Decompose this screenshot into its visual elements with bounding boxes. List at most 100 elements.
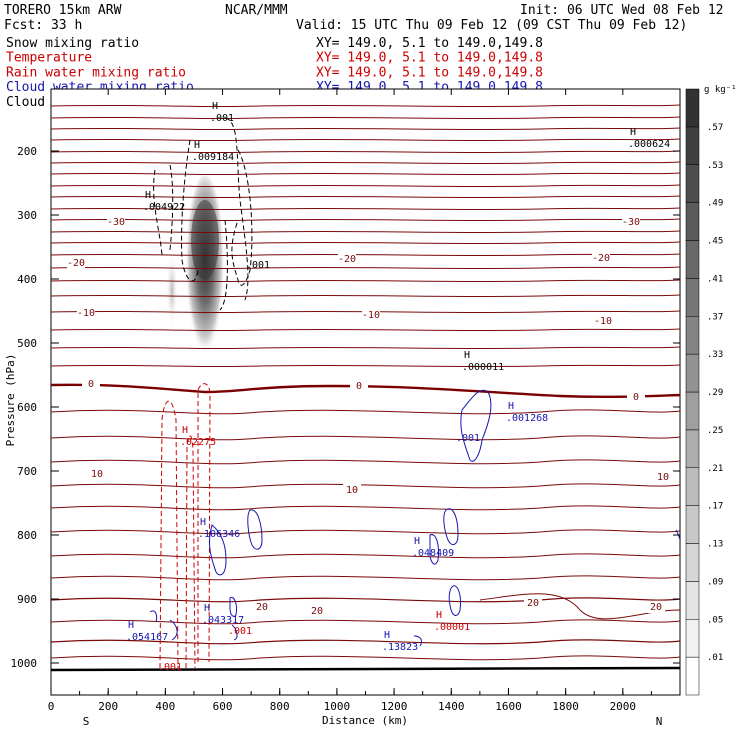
colorbar-units: g kg⁻¹	[704, 85, 737, 95]
cloud-ice-contour	[153, 169, 163, 256]
isotherm-line	[51, 409, 680, 415]
extremum-value: .043317	[202, 615, 244, 626]
temp-label: 20	[527, 598, 539, 609]
extremum-value: .054167	[126, 632, 168, 643]
isotherm-line	[51, 150, 680, 154]
x-tick-label: 400	[155, 700, 175, 713]
isotherm-line	[51, 483, 680, 489]
y-tick-label: 400	[17, 273, 37, 286]
isotherm-line	[51, 364, 680, 368]
isotherm-line	[51, 230, 680, 234]
rain-contour	[159, 400, 179, 669]
field-legend-name: Rain water mixing ratio	[6, 65, 186, 80]
temp-label-bg	[107, 216, 125, 228]
cloud-ice-contour	[181, 139, 199, 282]
init-time: Init: 06 UTC Wed 08 Feb 12	[520, 3, 724, 18]
temp-label-bg	[88, 468, 106, 480]
colorbar-swatch	[685, 581, 700, 620]
extremum-marker: H	[464, 350, 470, 361]
x-tick-label: 200	[98, 700, 118, 713]
temp-label-bg	[524, 597, 542, 609]
isotherm-line	[51, 639, 680, 645]
temp-label-bg	[308, 605, 326, 617]
colorbar-swatch	[685, 353, 700, 393]
colorbar-label: .45	[707, 237, 723, 247]
cloud-ice-contour	[219, 219, 228, 311]
temp-label-bg	[343, 484, 361, 496]
extremum-value: .048409	[412, 548, 454, 559]
colorbar-swatch	[685, 240, 700, 279]
extremum-marker: H	[194, 140, 200, 151]
rain-contour	[185, 435, 196, 669]
temp-label-bg	[77, 307, 95, 319]
cloud-water-contour	[675, 529, 680, 570]
temp-label-bg	[67, 257, 85, 269]
colorbar-swatch	[685, 164, 700, 203]
temp-label-bg	[654, 471, 672, 483]
isotherm-line	[51, 294, 680, 298]
colorbar-label: .01	[707, 653, 723, 663]
temp-label: -10	[77, 308, 95, 319]
header: TORERO 15km ARW NCAR/MMM Init: 06 UTC We…	[4, 3, 724, 33]
extremum-marker: H	[145, 190, 151, 201]
isotherm-line	[51, 127, 680, 131]
cloud-water-contour	[209, 524, 227, 576]
isotherm-line	[51, 328, 680, 332]
colorbar-label: .21	[707, 464, 723, 474]
x-axis: 0 200 400 600 800 1000 1200 1400 1600 1800 2000	[48, 89, 652, 713]
colorbar-swatch	[685, 619, 700, 658]
cloud-water-contour	[413, 635, 423, 647]
field-legend-xy: XY= 149.0, 5.1 to 149.0,149.8	[316, 51, 543, 66]
cloud-water-contours	[149, 389, 680, 647]
isotherm-line	[51, 279, 680, 283]
isotherm-line	[51, 553, 680, 559]
isotherm-line	[51, 161, 680, 165]
cloud-water-contour	[448, 585, 461, 616]
temp-label: -20	[67, 258, 85, 269]
y-tick-label: 600	[17, 401, 37, 414]
x-end-left: S	[83, 715, 90, 728]
x-tick-label: 1200	[381, 700, 408, 713]
y-tick-label: 700	[17, 465, 37, 478]
x-tick-label: 800	[270, 700, 290, 713]
y-tick-label: 300	[17, 209, 37, 222]
extremum-marker: H	[630, 127, 636, 138]
extremum-marker: H	[200, 517, 206, 528]
forecast-hour: Fcst: 33 h	[4, 18, 82, 33]
temp-label: -10	[594, 316, 612, 327]
isotherm-line	[51, 597, 680, 603]
field-legend-name: Snow mixing ratio	[6, 36, 139, 51]
extremum-marker: H	[414, 536, 420, 547]
temperature-isotherms	[51, 104, 680, 661]
extremum-value: .000624	[628, 139, 670, 150]
temp-label-bg	[594, 315, 612, 327]
colorbar-label: .25	[707, 426, 723, 436]
colorbar-swatch	[685, 278, 700, 317]
model-title: TORERO 15km ARW	[4, 3, 122, 18]
zero-isotherm	[51, 383, 680, 399]
x-tick-label: 1000	[324, 700, 351, 713]
x-tick-label: 1800	[552, 700, 579, 713]
field-legend-xy: XY= 149.0, 5.1 to 149.0,149.8	[316, 36, 543, 51]
colorbar-label: .33	[707, 350, 723, 360]
isotherm-line	[51, 195, 680, 199]
isotherm-line	[51, 116, 680, 120]
snow-shading-secondary	[166, 250, 178, 330]
extremum-value: .001	[456, 433, 480, 444]
temp-label: -30	[107, 217, 125, 228]
extremum-value: .106346	[198, 529, 240, 540]
x-tick-label: 1400	[438, 700, 465, 713]
temp-label: -10	[362, 310, 380, 321]
temp-label: -20	[592, 253, 610, 264]
extremum-marker: H	[204, 603, 210, 614]
cloud-ice-contour	[231, 149, 253, 286]
y-tick-label: 800	[17, 529, 37, 542]
isotherm-line	[51, 184, 680, 188]
y-axis-title: Pressure (hPa)	[4, 354, 17, 447]
colorbar-swatch	[685, 202, 700, 241]
cloud-water-contour	[169, 619, 178, 641]
isotherm-line	[51, 138, 680, 142]
rain-water-contours	[159, 383, 211, 669]
colorbar-label: .29	[707, 388, 723, 398]
